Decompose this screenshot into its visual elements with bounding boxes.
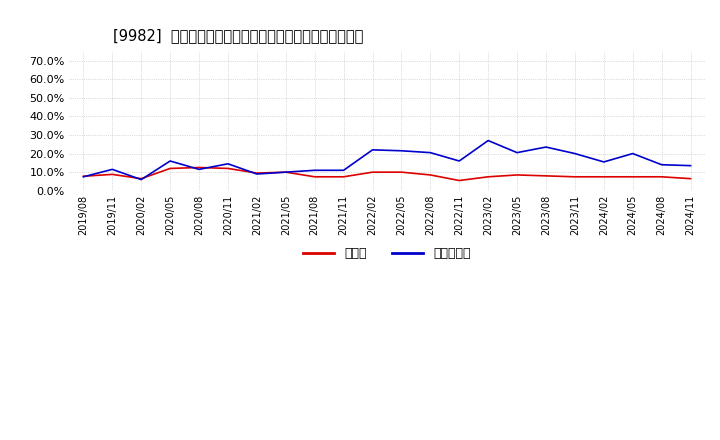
Text: [9982]  現頲金、有利子負債の総資産に対する比率の推移: [9982] 現頲金、有利子負債の総資産に対する比率の推移 [114,28,364,43]
Legend: 現頲金, 有利子負債: 現頲金, 有利子負債 [298,242,476,265]
